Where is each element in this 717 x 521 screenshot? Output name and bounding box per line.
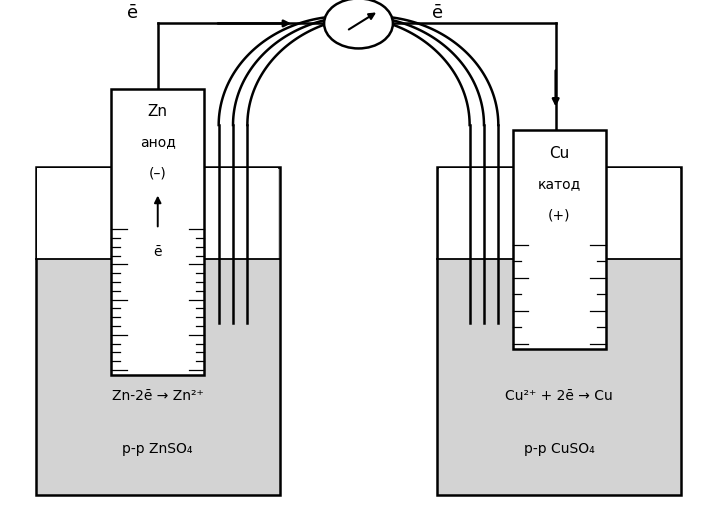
Bar <box>111 89 204 375</box>
Text: ē: ē <box>432 4 443 22</box>
Bar <box>36 167 280 495</box>
Bar <box>513 130 606 349</box>
Text: (+): (+) <box>548 208 571 222</box>
Text: Cu: Cu <box>549 146 569 161</box>
Text: Zn: Zn <box>148 104 168 119</box>
Bar <box>439 168 680 258</box>
Text: анод: анод <box>140 135 176 150</box>
Text: Zn-2ē → Zn²⁺: Zn-2ē → Zn²⁺ <box>112 390 204 403</box>
Bar <box>37 168 278 258</box>
Text: Cu²⁺ + 2ē → Cu: Cu²⁺ + 2ē → Cu <box>505 390 613 403</box>
Text: р-р ZnSO₄: р-р ZnSO₄ <box>123 442 193 456</box>
Text: катод: катод <box>538 177 581 191</box>
Text: (–): (–) <box>149 167 166 181</box>
Text: ē: ē <box>153 245 162 259</box>
Text: ē: ē <box>127 4 138 22</box>
Bar <box>437 167 681 495</box>
Text: р-р CuSO₄: р-р CuSO₄ <box>524 442 594 456</box>
Circle shape <box>324 0 393 48</box>
